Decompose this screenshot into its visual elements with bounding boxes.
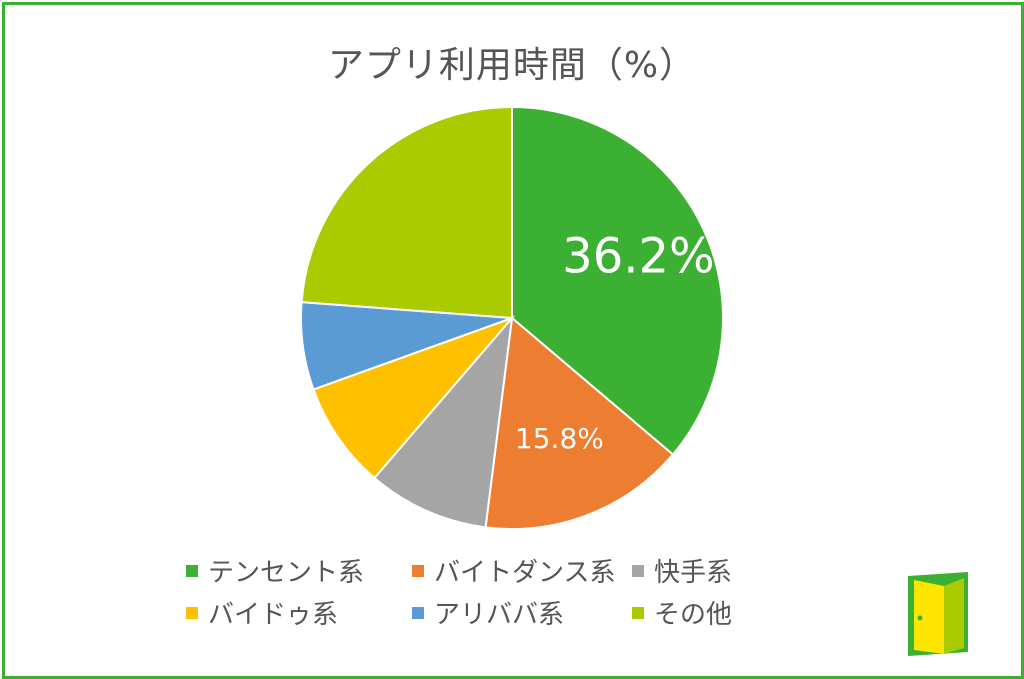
legend-swatch: [632, 606, 644, 619]
legend-item-tencent: テンセント系: [186, 552, 364, 589]
legend-label: バイトダンス系: [434, 558, 616, 588]
pie-slices: [300, 105, 724, 530]
pie-slice-2: [373, 314, 514, 529]
legend-swatch: [632, 564, 644, 577]
pie-slice-1: [484, 316, 675, 530]
legend-label: バイドゥ系: [208, 600, 339, 630]
pie-slice-3: [312, 315, 516, 480]
pie-slice-0: [511, 105, 724, 456]
legend-swatch: [412, 606, 424, 619]
door-logo-icon: [908, 572, 968, 656]
pie-labels: 36.2% 15.8%: [515, 229, 715, 455]
legend-item-alibaba: アリババ系: [412, 594, 564, 631]
legend-item-kuaishou: 快手系: [632, 552, 732, 589]
pie-data-label-1: 15.8%: [515, 422, 604, 455]
legend-item-baidu: バイドゥ系: [186, 594, 338, 631]
legend-swatch: [186, 564, 198, 577]
pie-data-label-0: 36.2%: [562, 229, 714, 285]
chart-title: アプリ利用時間（%）: [327, 45, 697, 86]
pie-slice-5: [300, 105, 513, 320]
legend-label: アリババ系: [434, 600, 565, 630]
legend-label: 快手系: [654, 558, 733, 588]
legend-item-other: その他: [632, 594, 732, 631]
legend-swatch: [186, 606, 198, 619]
legend-label: テンセント系: [208, 558, 365, 588]
legend-swatch: [412, 564, 424, 577]
legend-label: その他: [654, 600, 733, 630]
legend-item-bytedance: バイトダンス系: [412, 552, 615, 589]
